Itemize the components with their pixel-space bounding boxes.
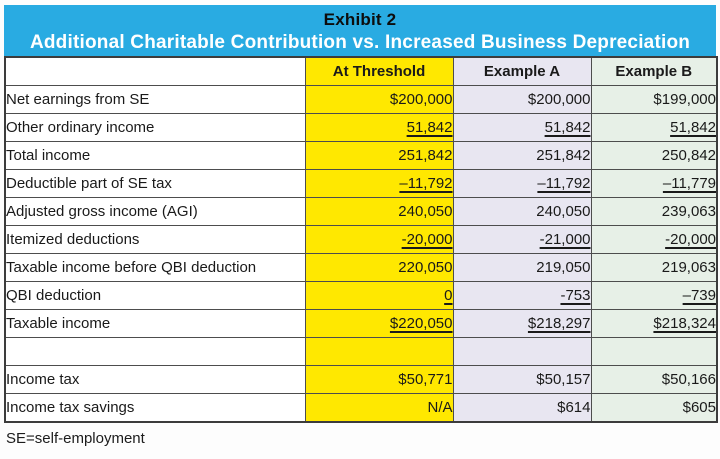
cell-at-threshold: $50,771 (304, 365, 454, 394)
exhibit-title-band: Exhibit 2 Additional Charitable Contribu… (4, 5, 716, 56)
cell-example-b: 239,063 (590, 197, 718, 226)
row-label: Taxable income before QBI deduction (4, 253, 306, 282)
cell-at-threshold: 240,050 (304, 197, 454, 226)
table-row-deductible-se-tax: Deductible part of SE tax –11,792 –11,79… (4, 169, 718, 198)
row-label: Adjusted gross income (AGI) (4, 197, 306, 226)
exhibit-page: Exhibit 2 Additional Charitable Contribu… (4, 5, 718, 447)
cell-at-threshold: 251,842 (304, 141, 454, 170)
cell-example-b: $605 (590, 393, 718, 423)
header-empty-cell (4, 56, 306, 86)
row-label: Deductible part of SE tax (4, 169, 306, 198)
exhibit-table: At Threshold Example A Example B Net ear… (4, 56, 718, 423)
cell-at-threshold (304, 337, 454, 366)
row-label: Net earnings from SE (4, 85, 306, 114)
cell-example-b: 219,063 (590, 253, 718, 282)
cell-example-b: -20,000 (590, 225, 718, 254)
cell-at-threshold: 0 (304, 281, 454, 310)
header-row: At Threshold Example A Example B (4, 56, 718, 86)
cell-example-a: 251,842 (452, 141, 592, 170)
cell-example-a: $200,000 (452, 85, 592, 114)
table-row-income-tax-savings: Income tax savings N/A $614 $605 (4, 393, 718, 423)
table-row-itemized-deductions: Itemized deductions -20,000 -21,000 -20,… (4, 225, 718, 254)
table-row-taxable-income: Taxable income $220,050 $218,297 $218,32… (4, 309, 718, 338)
cell-example-b: $199,000 (590, 85, 718, 114)
row-label: Itemized deductions (4, 225, 306, 254)
header-example-b: Example B (590, 56, 718, 86)
cell-at-threshold: -20,000 (304, 225, 454, 254)
row-label: Taxable income (4, 309, 306, 338)
row-label (4, 337, 306, 366)
cell-example-a: $614 (452, 393, 592, 423)
cell-example-b: 51,842 (590, 113, 718, 142)
exhibit-number: Exhibit 2 (323, 10, 397, 29)
cell-example-a: -21,000 (452, 225, 592, 254)
cell-example-a: –11,792 (452, 169, 592, 198)
cell-example-b: $50,166 (590, 365, 718, 394)
cell-example-b: 250,842 (590, 141, 718, 170)
footnote: SE=self-employment (6, 430, 145, 447)
cell-at-threshold: $220,050 (304, 309, 454, 338)
header-example-a: Example A (452, 56, 592, 86)
cell-example-a: $50,157 (452, 365, 592, 394)
cell-example-a (452, 337, 592, 366)
row-label: Income tax (4, 365, 306, 394)
table-row-spacer (4, 337, 718, 366)
cell-at-threshold: –11,792 (304, 169, 454, 198)
cell-at-threshold: 51,842 (304, 113, 454, 142)
cell-at-threshold: 220,050 (304, 253, 454, 282)
cell-at-threshold: $200,000 (304, 85, 454, 114)
table-row-net-earnings: Net earnings from SE $200,000 $200,000 $… (4, 85, 718, 114)
cell-example-a: -753 (452, 281, 592, 310)
table-row-income-tax: Income tax $50,771 $50,157 $50,166 (4, 365, 718, 394)
cell-at-threshold: N/A (304, 393, 454, 423)
cell-example-b: –739 (590, 281, 718, 310)
cell-example-a: $218,297 (452, 309, 592, 338)
cell-example-b: –11,779 (590, 169, 718, 198)
table-row-taxable-income-before-qbi: Taxable income before QBI deduction 220,… (4, 253, 718, 282)
table-row-qbi-deduction: QBI deduction 0 -753 –739 (4, 281, 718, 310)
row-label: Other ordinary income (4, 113, 306, 142)
cell-example-a: 240,050 (452, 197, 592, 226)
row-label: QBI deduction (4, 281, 306, 310)
table-row-total-income: Total income 251,842 251,842 250,842 (4, 141, 718, 170)
table-row-other-ordinary-income: Other ordinary income 51,842 51,842 51,8… (4, 113, 718, 142)
row-label: Total income (4, 141, 306, 170)
cell-example-b (590, 337, 718, 366)
cell-example-a: 51,842 (452, 113, 592, 142)
cell-example-a: 219,050 (452, 253, 592, 282)
table-row-agi: Adjusted gross income (AGI) 240,050 240,… (4, 197, 718, 226)
header-at-threshold: At Threshold (304, 56, 454, 86)
exhibit-title: Additional Charitable Contribution vs. I… (29, 32, 691, 53)
row-label: Income tax savings (4, 393, 306, 423)
cell-example-b: $218,324 (590, 309, 718, 338)
